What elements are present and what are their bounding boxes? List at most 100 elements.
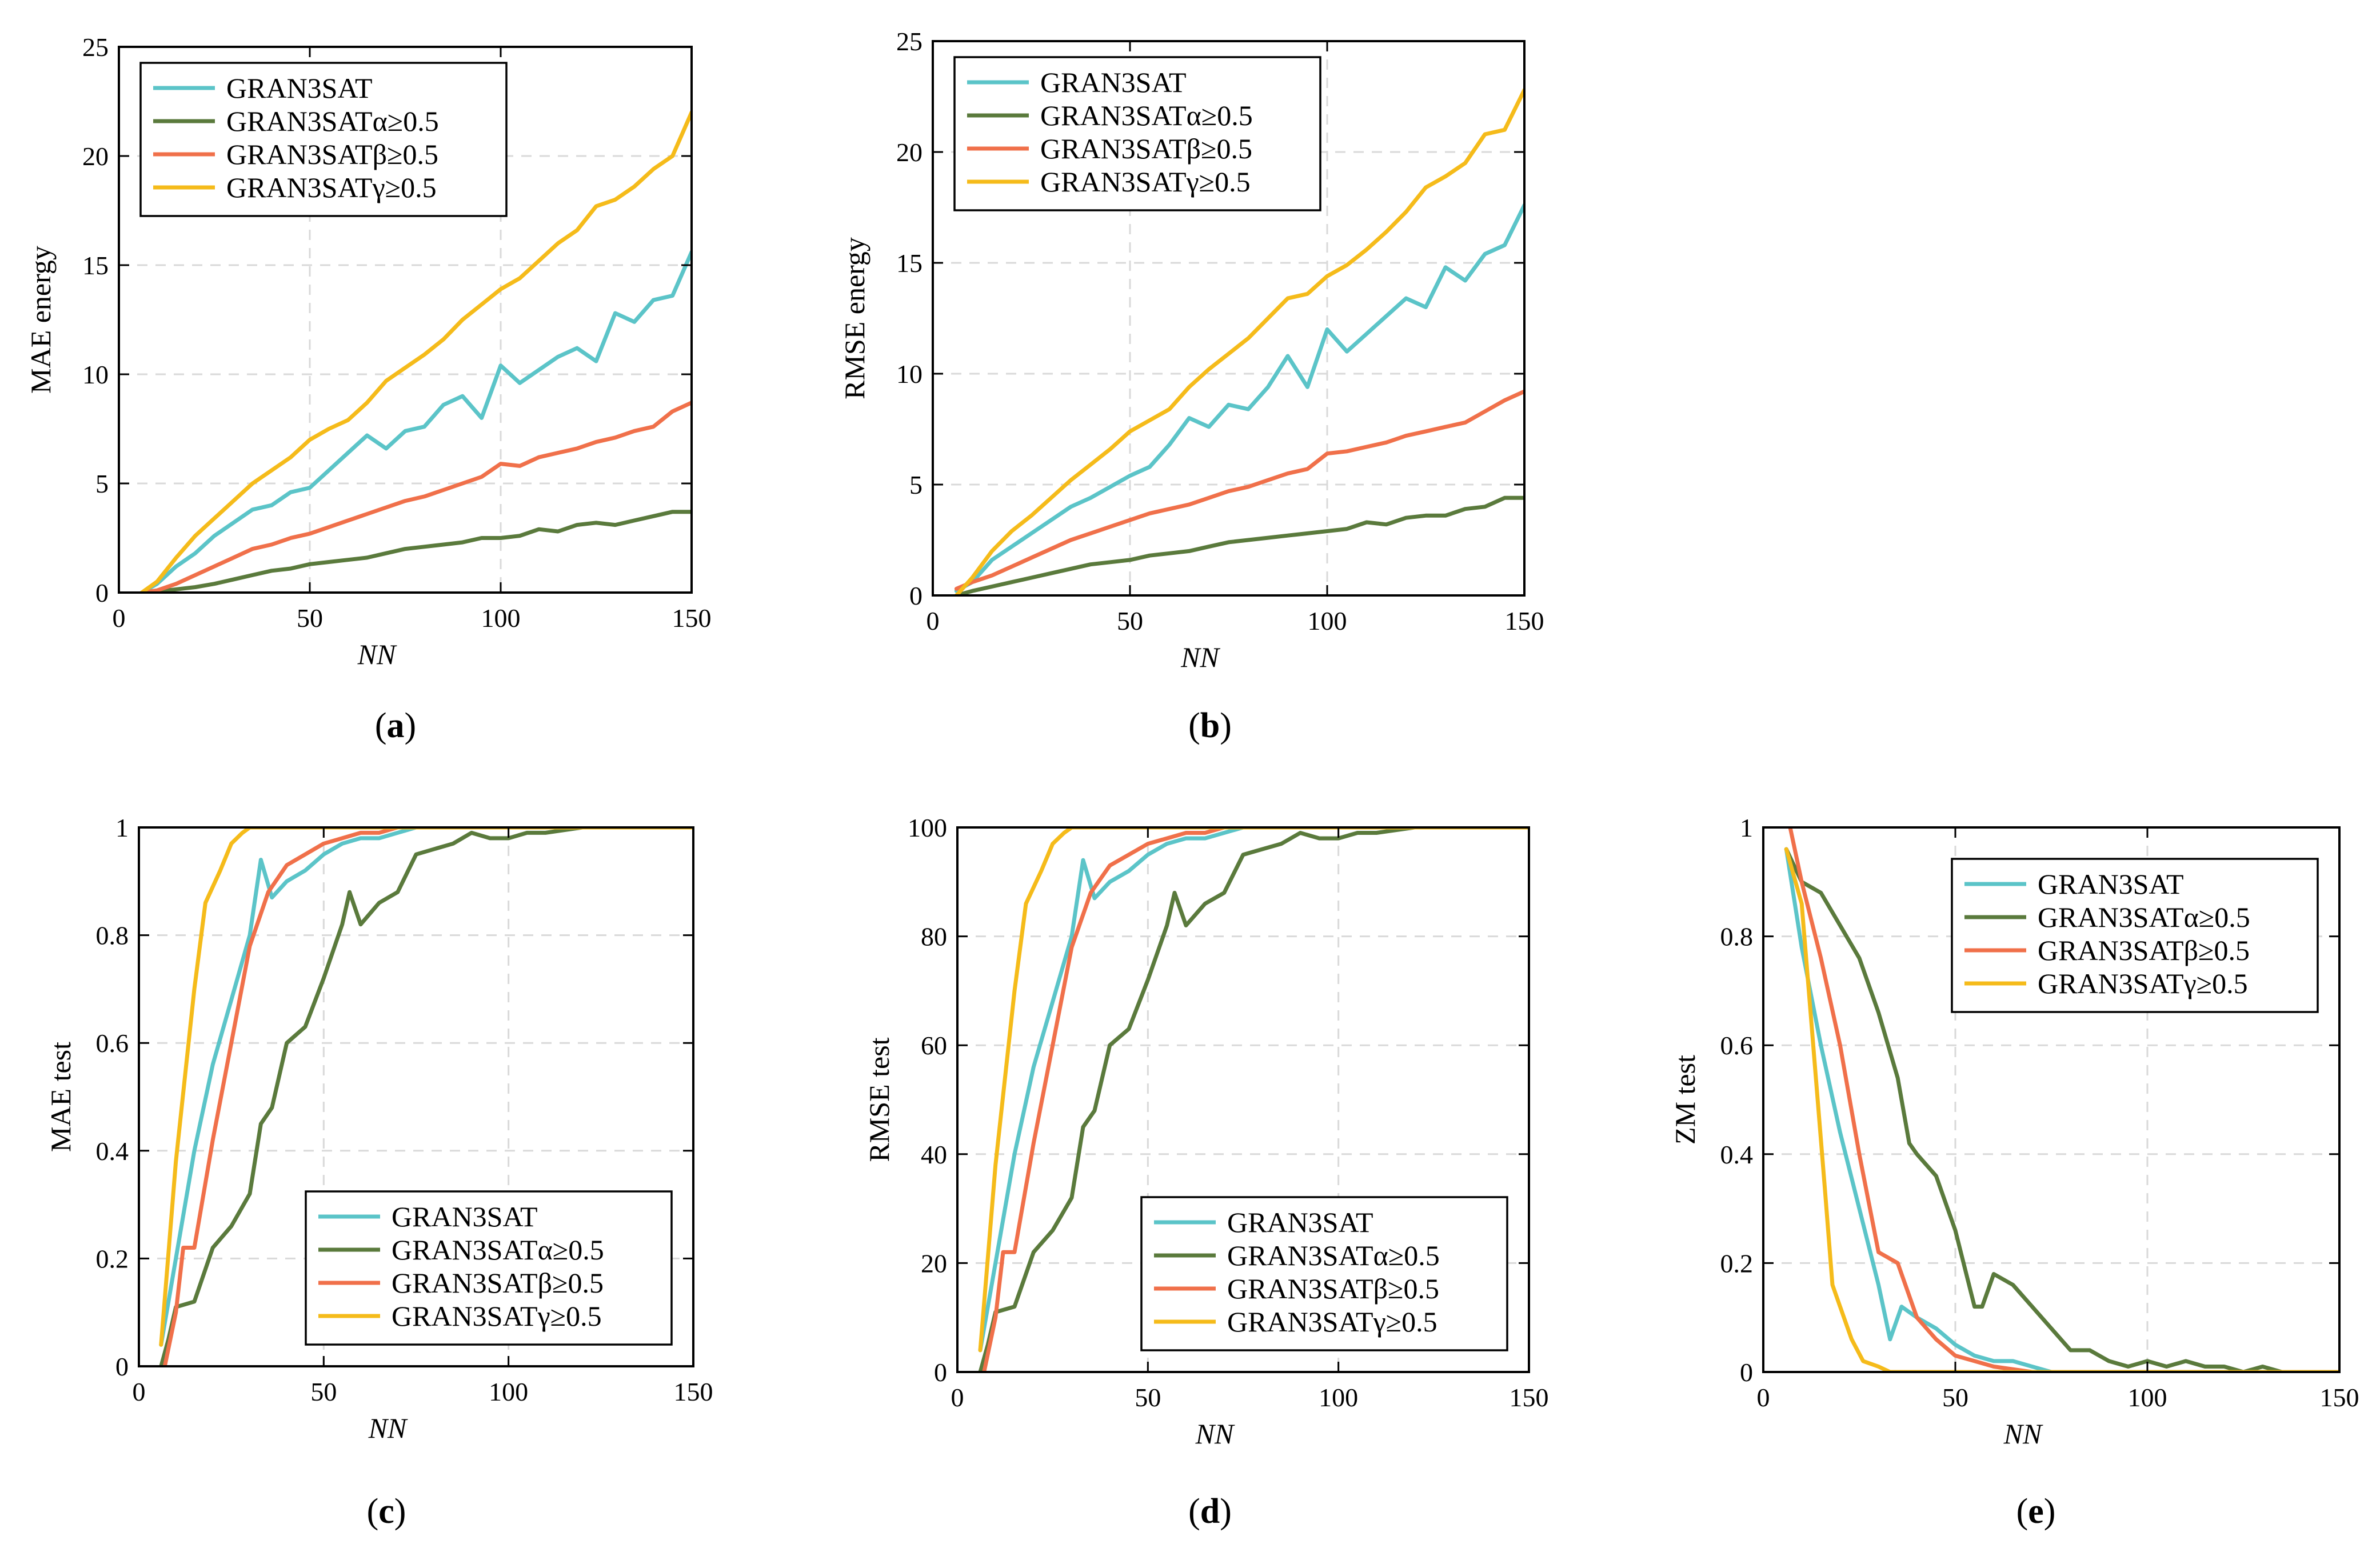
y-tick-label: 0 — [1740, 1358, 1753, 1387]
series-line — [1784, 847, 2339, 1372]
y-tick-label: 0.8 — [96, 921, 129, 950]
legend: GRAN3SATGRAN3SATα≥0.5GRAN3SATβ≥0.5GRAN3S… — [305, 1190, 673, 1346]
x-axis-label: NN — [357, 638, 397, 670]
series-line — [159, 827, 693, 1366]
legend-label: GRAN3SATγ≥0.5 — [1040, 166, 1251, 198]
panel-caption: (a) — [375, 706, 416, 745]
legend-label: GRAN3SATβ≥0.5 — [226, 138, 438, 170]
x-tick-label: 100 — [1319, 1383, 1358, 1412]
x-tick-label: 100 — [1308, 606, 1347, 635]
y-tick-label: 0.2 — [1720, 1249, 1754, 1278]
legend-label: GRAN3SATα≥0.5 — [1227, 1239, 1440, 1271]
x-axis-label: NN — [1180, 641, 1220, 673]
chart-panel: 0 50 100 150 0 0.2 0.4 0.6 0.8 1 NN ZM test GRAN3SAT… — [1669, 813, 2359, 1531]
x-axis-label: NN — [1195, 1418, 1235, 1450]
series-group — [978, 827, 1529, 1372]
y-tick-label: 0 — [934, 1358, 947, 1387]
legend-label: GRAN3SATγ≥0.5 — [392, 1300, 602, 1332]
y-tick-label: 0 — [115, 1352, 129, 1381]
x-tick-label: 0 — [133, 1377, 146, 1406]
series-group — [139, 110, 692, 593]
series-line — [1788, 827, 2339, 1372]
x-tick-label: 150 — [1510, 1383, 1549, 1412]
y-axis-label: MAE test — [45, 1042, 77, 1152]
y-tick-label: 0.6 — [96, 1029, 129, 1058]
x-tick-label: 0 — [951, 1383, 964, 1412]
y-tick-label: 20 — [896, 138, 923, 167]
y-axis-label: RMSE test — [863, 1037, 895, 1162]
x-tick-label: 50 — [1135, 1383, 1161, 1412]
legend-label: GRAN3SAT — [1227, 1206, 1373, 1238]
y-tick-label: 60 — [921, 1031, 947, 1060]
legend-label: GRAN3SAT — [392, 1201, 538, 1233]
series-group — [954, 87, 1524, 595]
series-line — [139, 110, 692, 593]
legend: GRAN3SATGRAN3SATα≥0.5GRAN3SATβ≥0.5GRAN3S… — [139, 62, 508, 217]
plot-frame — [138, 826, 694, 1367]
series-line — [139, 250, 692, 593]
legend-label: GRAN3SATβ≥0.5 — [392, 1267, 604, 1299]
series-line — [1784, 847, 2339, 1372]
chart-panel: 0 50 100 150 0 0.2 0.4 0.6 0.8 1 NN MAE test GRAN3SA… — [45, 813, 713, 1531]
x-axis-label: NN — [2003, 1418, 2043, 1450]
series-line — [159, 827, 693, 1347]
x-axis-label: NN — [368, 1412, 408, 1444]
plot-frame — [956, 826, 1530, 1373]
series-line — [982, 827, 1529, 1372]
legend-label: GRAN3SATα≥0.5 — [392, 1234, 604, 1266]
y-tick-label: 20 — [82, 142, 109, 171]
y-tick-label: 5 — [909, 470, 923, 499]
y-tick-label: 0.2 — [96, 1244, 129, 1273]
x-tick-label: 150 — [672, 603, 712, 633]
panel-caption: (c) — [367, 1492, 406, 1531]
y-axis-label: RMSE energy — [838, 237, 870, 399]
y-axis-label: MAE energy — [25, 246, 57, 394]
x-tick-label: 150 — [674, 1377, 713, 1406]
x-tick-label: 50 — [310, 1377, 337, 1406]
chart-panel: 0 50 100 150 0 20 40 60 80 100 NN RMSE test GRAN3SAT… — [863, 813, 1549, 1531]
legend: GRAN3SATGRAN3SATα≥0.5GRAN3SATβ≥0.5GRAN3S… — [1951, 858, 2319, 1013]
series-line — [954, 495, 1524, 595]
y-tick-label: 15 — [82, 251, 109, 280]
y-tick-label: 25 — [82, 33, 109, 62]
x-tick-label: 0 — [1757, 1383, 1770, 1412]
legend-label: GRAN3SAT — [226, 72, 373, 104]
x-tick-label: 50 — [297, 603, 323, 633]
y-tick-label: 5 — [95, 469, 109, 498]
series-line — [139, 401, 692, 593]
y-tick-label: 10 — [896, 359, 923, 389]
panel-caption: (d) — [1188, 1492, 1232, 1531]
legend-label: GRAN3SAT — [1040, 66, 1187, 98]
panel-caption: (b) — [1188, 706, 1232, 745]
series-line — [954, 87, 1524, 595]
legend-label: GRAN3SATα≥0.5 — [2038, 901, 2250, 933]
y-tick-label: 80 — [921, 922, 947, 951]
series-line — [139, 510, 692, 593]
x-tick-label: 50 — [1117, 606, 1143, 635]
legend: GRAN3SATGRAN3SATα≥0.5GRAN3SATβ≥0.5GRAN3S… — [953, 56, 1321, 211]
series-group — [1784, 827, 2339, 1372]
plot-frame — [1762, 826, 2341, 1373]
legend: GRAN3SATGRAN3SATα≥0.5GRAN3SATβ≥0.5GRAN3S… — [1140, 1196, 1508, 1351]
y-tick-label: 0.6 — [1720, 1031, 1754, 1060]
x-tick-label: 0 — [927, 606, 940, 635]
y-tick-label: 0.8 — [1720, 922, 1754, 951]
y-tick-label: 0 — [95, 578, 109, 607]
chart-panel: 0 50 100 150 0 5 10 15 20 25 NN RMSE energy GRAN3SAT… — [838, 27, 1544, 745]
x-tick-label: 100 — [481, 603, 521, 633]
legend-label: GRAN3SATβ≥0.5 — [2038, 934, 2250, 966]
legend-label: GRAN3SATγ≥0.5 — [2038, 967, 2248, 999]
y-axis-label: ZM test — [1669, 1055, 1701, 1145]
y-tick-label: 0.4 — [1720, 1140, 1754, 1169]
series-line — [954, 389, 1524, 591]
series-group — [159, 827, 693, 1366]
legend-label: GRAN3SAT — [2038, 868, 2184, 900]
y-tick-label: 25 — [896, 27, 923, 56]
legend-label: GRAN3SATγ≥0.5 — [1227, 1306, 1437, 1338]
series-line — [978, 827, 1529, 1372]
x-tick-label: 100 — [2128, 1383, 2167, 1412]
legend-label: GRAN3SATα≥0.5 — [1040, 99, 1253, 131]
series-line — [954, 203, 1524, 593]
